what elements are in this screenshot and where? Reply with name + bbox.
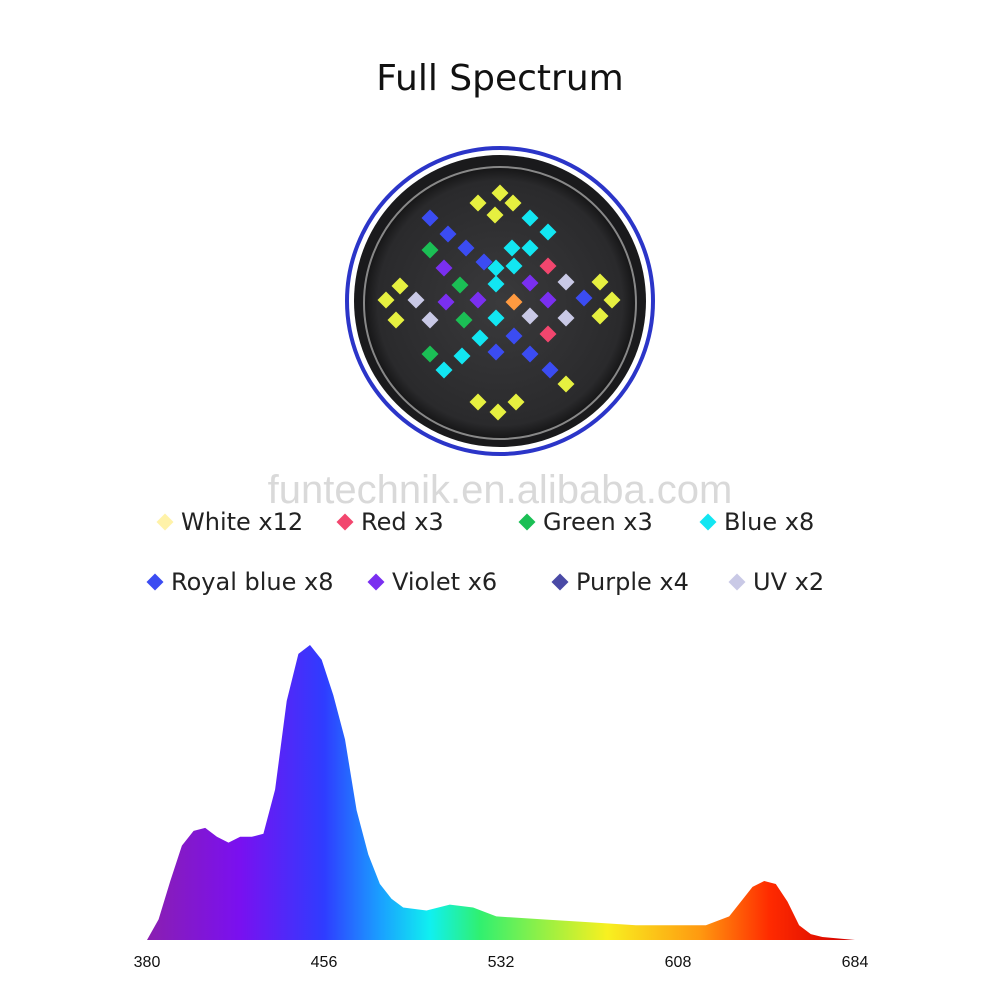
legend-marker [551, 573, 569, 591]
led-chip [451, 276, 469, 294]
led-chip [539, 223, 557, 241]
led-chip [486, 206, 504, 224]
legend-label: Green x3 [543, 508, 653, 536]
led-chip [469, 393, 487, 411]
led-chip [521, 239, 539, 257]
legend-marker [699, 513, 717, 531]
led-chip [391, 277, 409, 295]
legend-label: UV x2 [753, 568, 824, 596]
legend-label: Violet x6 [392, 568, 497, 596]
legend-marker [336, 513, 354, 531]
led-chip [471, 329, 489, 347]
led-chip [487, 259, 505, 277]
led-chip [435, 361, 453, 379]
led-chip [504, 194, 522, 212]
led-chip [503, 239, 521, 257]
led-chip [521, 345, 539, 363]
legend-label: Royal blue x8 [171, 568, 333, 596]
led-chip [603, 291, 621, 309]
title: Full Spectrum [376, 58, 623, 99]
led-chip [475, 253, 493, 271]
led-chip [557, 375, 575, 393]
lamp-disc [363, 166, 637, 440]
legend-label: Red x3 [361, 508, 444, 536]
legend-label: Blue x8 [724, 508, 814, 536]
led-chip [591, 273, 609, 291]
led-chip [539, 291, 557, 309]
led-chip [469, 194, 487, 212]
led-chip [487, 309, 505, 327]
led-chip [439, 225, 457, 243]
led-chip [521, 209, 539, 227]
led-chip [521, 274, 539, 292]
legend-marker [146, 573, 164, 591]
x-tick-label: 684 [842, 954, 869, 971]
led-chip [521, 307, 539, 325]
led-chip [539, 257, 557, 275]
lamp [345, 146, 655, 456]
led-chip [505, 293, 523, 311]
led-chip [407, 291, 425, 309]
led-chip [421, 345, 439, 363]
led-chip [387, 311, 405, 329]
led-chip [591, 307, 609, 325]
spectrum-chart: 380 456 532 608 684 [134, 645, 869, 971]
led-chip [457, 239, 475, 257]
led-chip [491, 184, 509, 202]
x-tick-label: 608 [665, 954, 692, 971]
watermark: funtechnik.en.alibaba.com [268, 468, 733, 512]
led-chip [487, 275, 505, 293]
led-chip [377, 291, 395, 309]
led-chip [557, 309, 575, 327]
led-chip [541, 361, 559, 379]
led-chip [421, 241, 439, 259]
x-tick-label: 380 [134, 954, 161, 971]
spectrum-area [147, 645, 855, 940]
led-chip [557, 273, 575, 291]
legend-marker [367, 573, 385, 591]
led-chip [539, 325, 557, 343]
led-chip [505, 327, 523, 345]
led-chip [507, 393, 525, 411]
led-chip [575, 289, 593, 307]
legend: White x12 Red x3 Green x3 Blue x8 Royal blue… [146, 508, 824, 596]
led-chip [421, 311, 439, 329]
led-chip [487, 343, 505, 361]
led-chip [455, 311, 473, 329]
x-tick-label: 532 [488, 954, 515, 971]
led-chip [469, 291, 487, 309]
led-chip [435, 259, 453, 277]
led-chip [421, 209, 439, 227]
x-tick-label: 456 [311, 954, 338, 971]
legend-marker [156, 513, 174, 531]
led-chip [437, 293, 455, 311]
led-chip [505, 257, 523, 275]
legend-marker [518, 513, 536, 531]
led-chip [489, 403, 507, 421]
legend-label: White x12 [181, 508, 303, 536]
legend-marker [728, 573, 746, 591]
led-chip [453, 347, 471, 365]
legend-label: Purple x4 [576, 568, 689, 596]
